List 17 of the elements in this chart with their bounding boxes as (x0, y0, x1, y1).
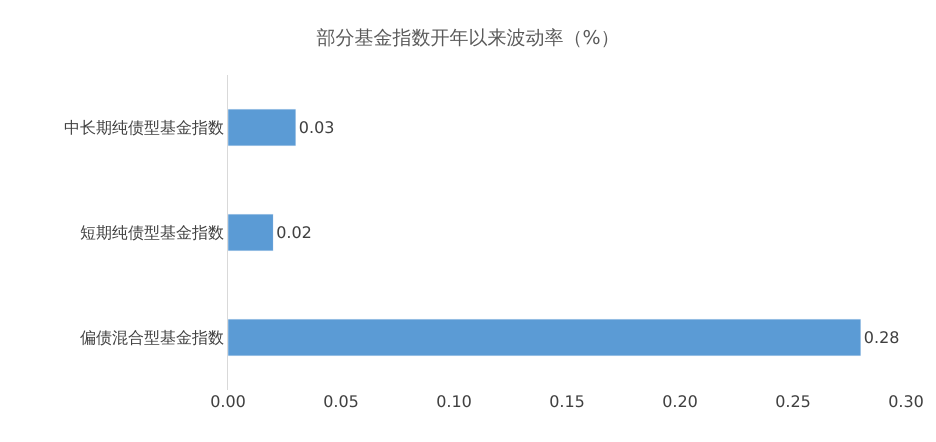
x-tick-label: 0.00 (210, 392, 246, 411)
data-label: 0.03 (298, 118, 334, 138)
y-tick-label: 短期纯债型基金指数 (80, 223, 224, 242)
bar (228, 214, 274, 252)
x-tick-label: 0.10 (436, 392, 472, 411)
x-tick-label: 0.25 (775, 392, 811, 411)
data-label: 0.02 (276, 223, 312, 242)
bar (228, 108, 296, 146)
bar (228, 318, 862, 356)
x-tick-label: 0.05 (323, 392, 359, 411)
x-tick-label: 0.20 (662, 392, 698, 411)
x-tick-label: 0.15 (549, 392, 585, 411)
y-tick-label: 中长期纯债型基金指数 (64, 118, 224, 138)
chart-title: 部分基金指数开年以来波动率（%） (316, 27, 620, 50)
data-label: 0.28 (864, 328, 900, 348)
y-tick-label: 偏债混合型基金指数 (80, 328, 224, 348)
x-tick-label: 0.30 (888, 392, 924, 411)
